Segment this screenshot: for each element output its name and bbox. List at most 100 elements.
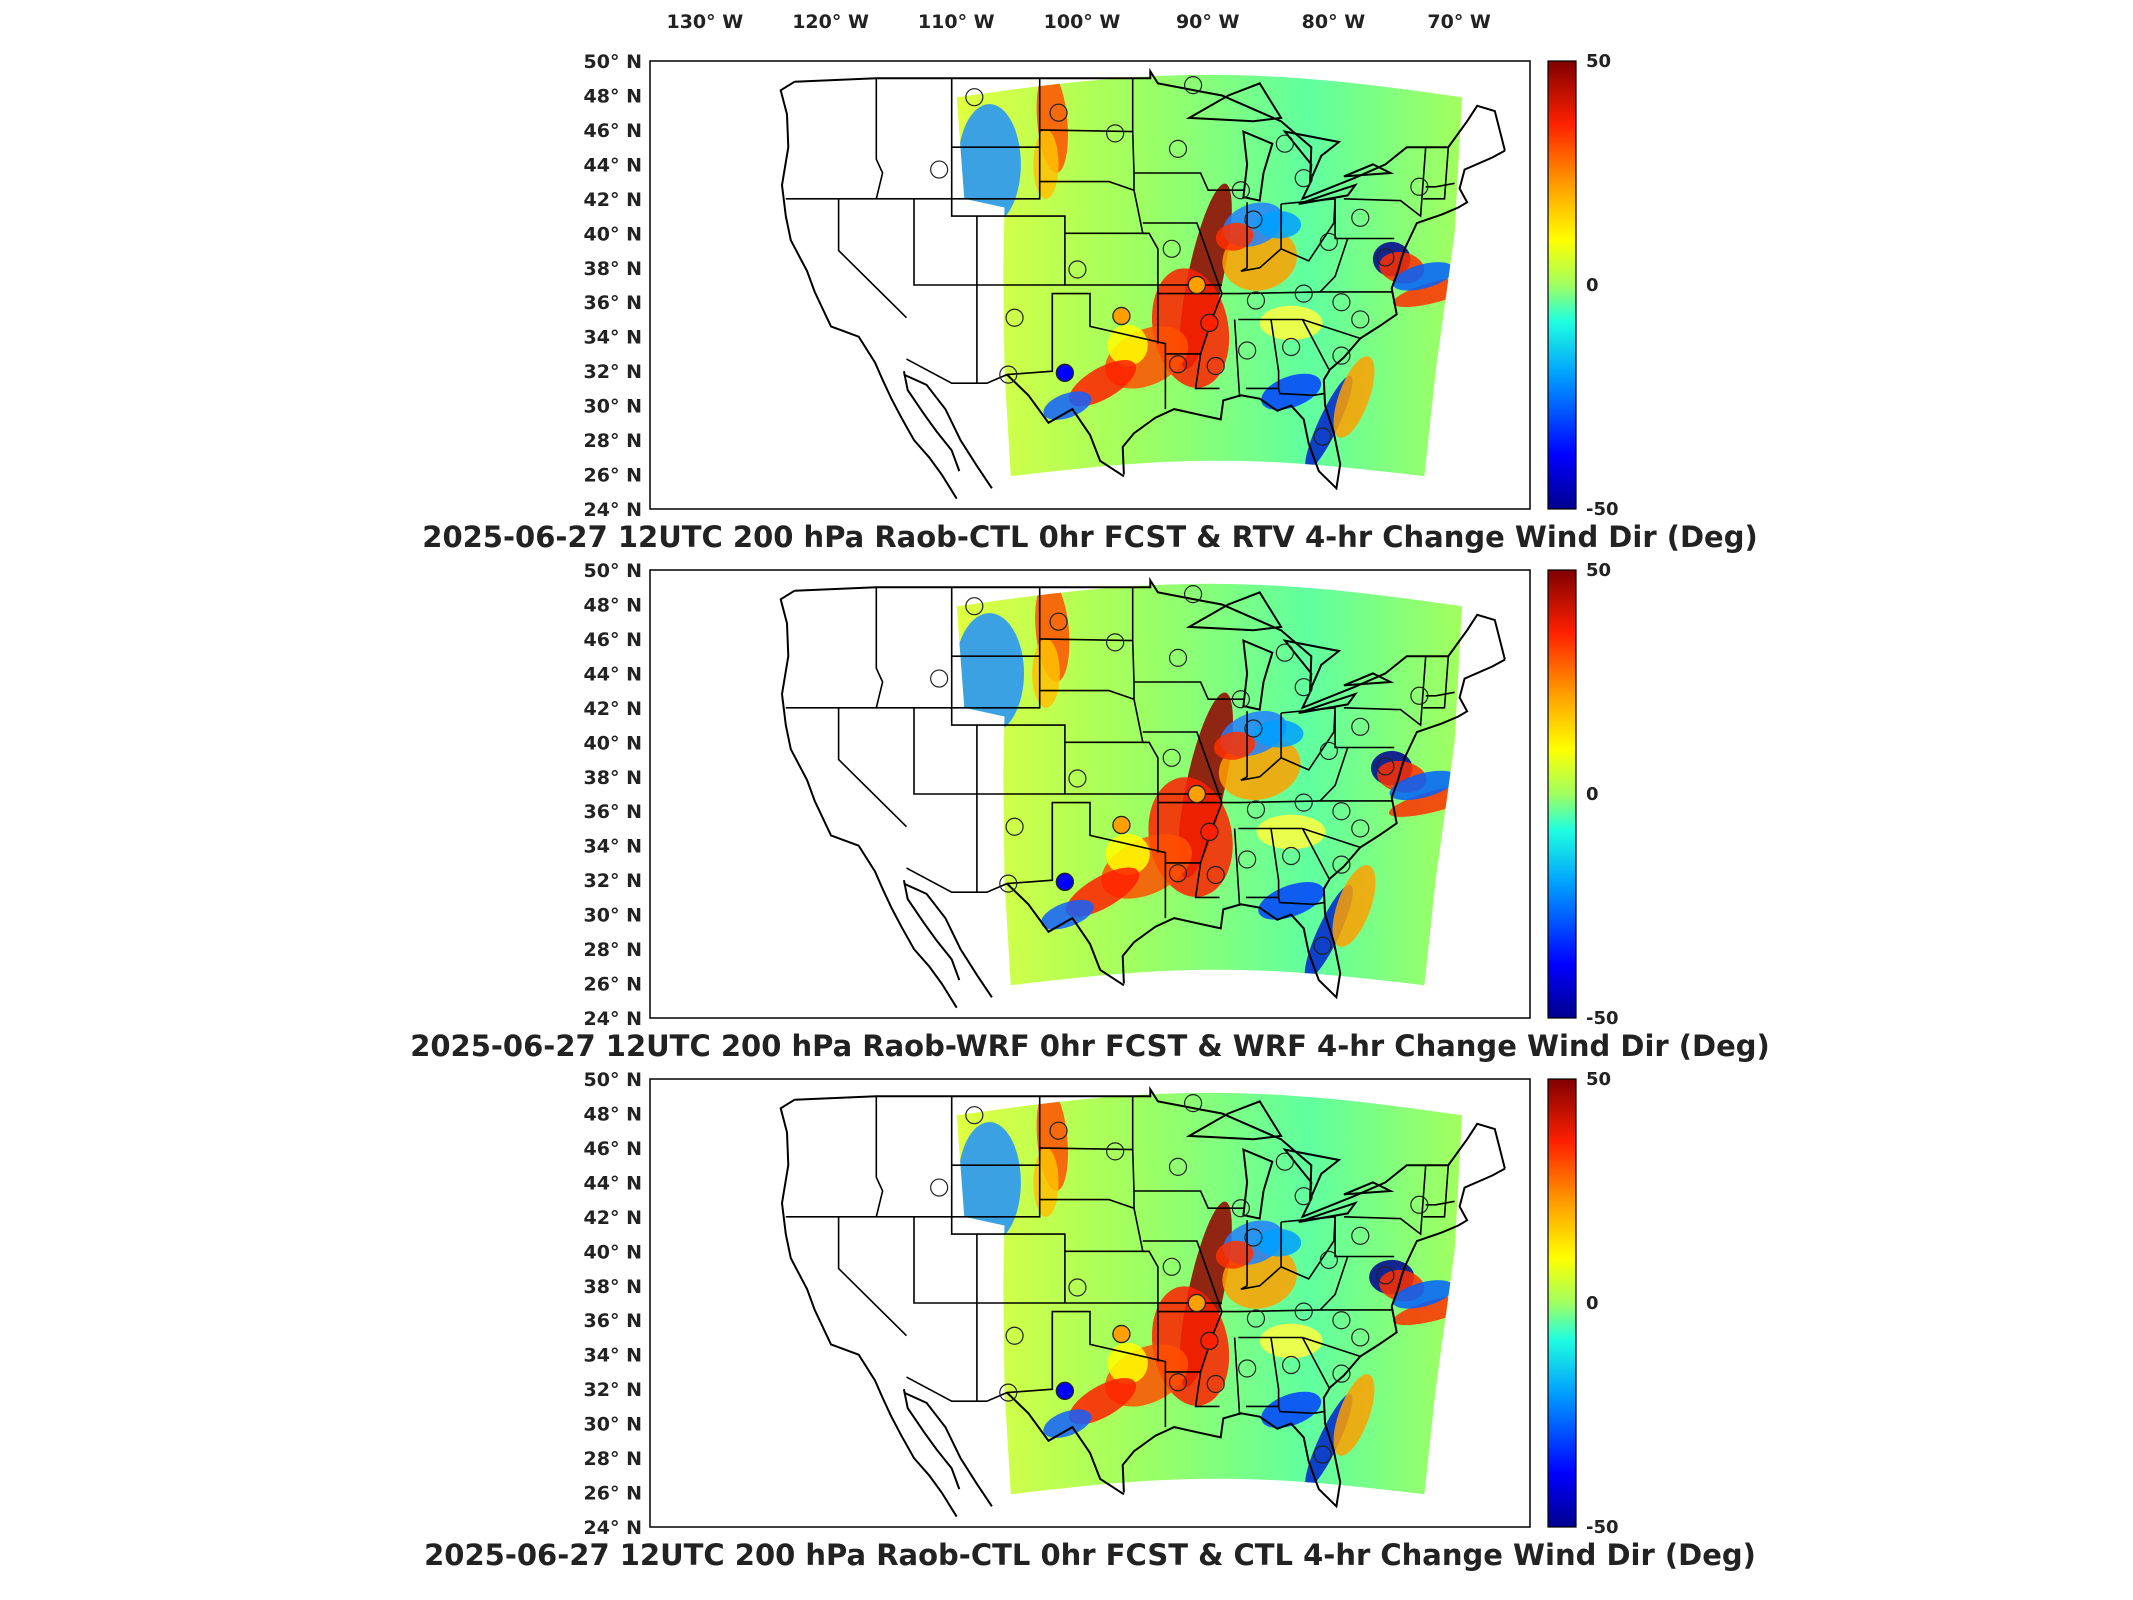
map-outlines (779, 67, 1506, 500)
map-outlines (779, 576, 1506, 1009)
station-marker (999, 365, 1018, 384)
colorbar-tick-label: -50 (1586, 1008, 1619, 1029)
station-marker (1351, 1328, 1370, 1347)
colorbar-tick-label: 0 (1586, 1293, 1599, 1314)
station-marker (999, 874, 1018, 893)
station-marker (1068, 769, 1087, 788)
station-marker (1049, 1121, 1068, 1140)
latitude-label: 34° N (584, 327, 642, 349)
colorbar-tick-label: -50 (1586, 499, 1619, 520)
station-marker-colored (1187, 784, 1206, 804)
map-frame (649, 1078, 1531, 1528)
longitude-labels: 130° W 120° W 110° W 100° W 90° W 80° W 70° W (666, 11, 1490, 33)
station-marker (1049, 612, 1068, 631)
colorbar-tick-label: 50 (1586, 51, 1611, 72)
station-marker (1294, 1302, 1313, 1321)
longitude-label: 90° W (1176, 11, 1240, 33)
station-marker-colored (1112, 815, 1131, 835)
latitude-label: 24° N (584, 499, 642, 521)
station-marker (1206, 1374, 1225, 1394)
station-marker-colored (1055, 363, 1074, 382)
latitude-label: 36° N (584, 292, 642, 314)
station-marker (1294, 284, 1313, 303)
latitude-label: 44° N (584, 663, 642, 685)
latitude-label: 44° N (584, 154, 642, 176)
colorbar: 50 0 -50 (1547, 1069, 1619, 1538)
station-marker (1313, 1445, 1332, 1464)
station-marker-colored (1112, 306, 1131, 326)
colorbar-tick-label: 0 (1586, 275, 1599, 296)
latitude-label: 26° N (584, 465, 642, 487)
station-marker (930, 1178, 949, 1197)
station-marker (1294, 793, 1313, 812)
latitude-label: 28° N (584, 1448, 642, 1470)
station-marker (1168, 1373, 1188, 1392)
station-marker (1319, 232, 1338, 252)
latitude-label: 46° N (584, 120, 642, 142)
station-marker (1244, 719, 1263, 738)
station-marker (1410, 686, 1429, 705)
panel-title: 2025-06-27 12UTC 200 hPa Raob-CTL 0hr FC… (422, 520, 1757, 554)
station-marker (1206, 356, 1225, 376)
station-marker (1313, 936, 1332, 955)
station-marker (1410, 177, 1429, 196)
station-marker (1168, 1157, 1188, 1176)
station-marker (1238, 341, 1257, 360)
station-marker (1005, 1326, 1024, 1345)
latitude-label: 40° N (584, 223, 642, 245)
latitude-label: 28° N (584, 939, 642, 961)
station-marker (1332, 293, 1351, 312)
latitude-labels: 50° N 48° N 46° N 44° N 42° N 40° N 38° N 36° N… (584, 560, 642, 1030)
station-marker (1246, 1309, 1266, 1328)
station-marker (1183, 76, 1203, 95)
station-marker (1332, 1311, 1351, 1330)
longitude-label: 80° W (1302, 11, 1366, 33)
map-outlines (779, 1085, 1506, 1518)
station-marker (1332, 346, 1351, 365)
longitude-label: 110° W (918, 11, 995, 33)
station-marker (1294, 1187, 1313, 1206)
raob-stations (930, 585, 1429, 955)
station-marker (1332, 855, 1351, 874)
station-marker (1351, 208, 1370, 227)
latitude-label: 32° N (584, 361, 642, 383)
station-marker (1244, 210, 1263, 229)
latitude-label: 40° N (584, 1241, 642, 1263)
map-frame (649, 60, 1531, 510)
latitude-label: 34° N (584, 1345, 642, 1367)
station-marker (965, 597, 984, 616)
station-marker-colored (1187, 275, 1206, 295)
station-marker (1410, 1195, 1429, 1214)
station-marker (1238, 850, 1257, 869)
station-marker (965, 1106, 984, 1125)
latitude-label: 26° N (584, 974, 642, 996)
raob-stations (930, 76, 1429, 446)
station-marker (1168, 864, 1188, 883)
station-marker (1282, 1355, 1301, 1375)
station-marker (1106, 124, 1125, 143)
colorbar: 50 0 -50 (1547, 51, 1619, 520)
station-marker-colored (1187, 1293, 1206, 1313)
latitude-label: 30° N (584, 905, 642, 927)
station-marker (965, 88, 984, 107)
station-marker (1231, 181, 1250, 200)
latitude-label: 44° N (584, 1172, 642, 1194)
station-marker (1162, 1257, 1181, 1276)
station-marker (1351, 1226, 1370, 1245)
station-marker (1231, 1199, 1250, 1218)
latitude-label: 50° N (584, 51, 642, 73)
station-marker (1231, 690, 1250, 709)
station-marker-colored (1112, 1324, 1131, 1344)
latitude-label: 50° N (584, 1069, 642, 1091)
station-marker (1068, 1278, 1087, 1297)
wind-direction-field (956, 583, 1463, 986)
latitude-label: 38° N (584, 258, 642, 280)
map-frame (649, 569, 1531, 1019)
latitude-label: 32° N (584, 1379, 642, 1401)
latitude-label: 46° N (584, 1138, 642, 1160)
station-marker (1168, 139, 1188, 158)
wind-direction-field (956, 1092, 1463, 1495)
colorbar-tick-label: 50 (1586, 560, 1611, 581)
latitude-label: 24° N (584, 1517, 642, 1539)
